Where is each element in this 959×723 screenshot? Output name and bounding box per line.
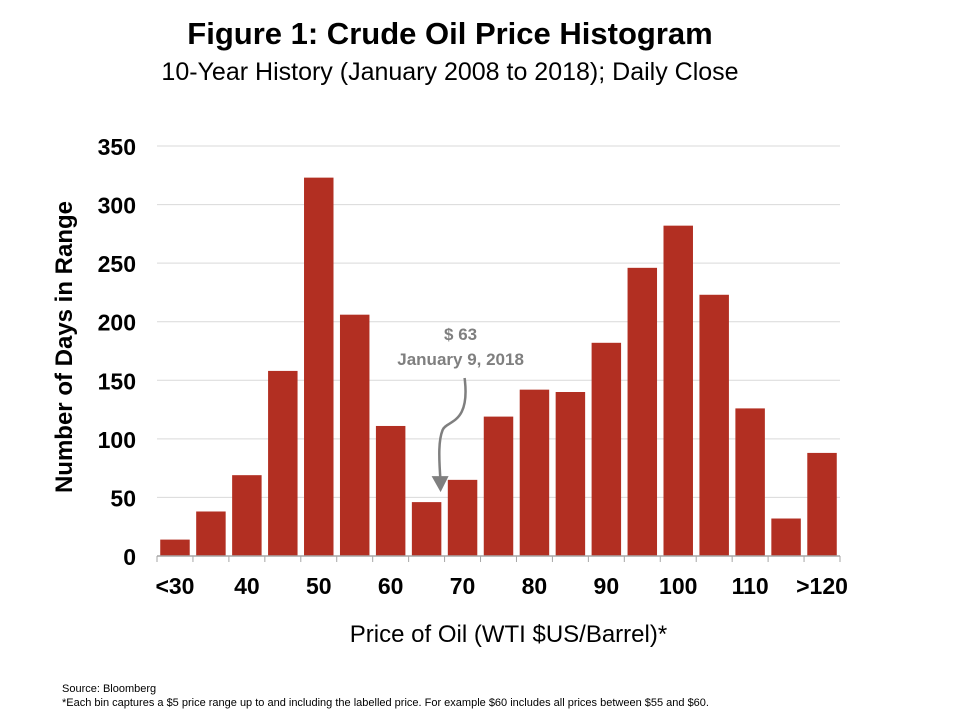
x-axis-label: Price of Oil (WTI $US/Barrel)* <box>350 621 667 648</box>
histogram-bar <box>483 416 514 556</box>
y-tick-label: 250 <box>98 251 136 277</box>
histogram-bar <box>771 518 801 556</box>
source-note: Source: Bloomberg <box>62 683 157 695</box>
x-tick-label: <30 <box>155 573 194 599</box>
histogram-bar <box>411 502 442 556</box>
x-tick-label: 80 <box>522 573 548 599</box>
histogram-bar <box>447 479 478 556</box>
x-axis-ticks: <30 40 50 60 70 80 90 100 110 >120 <box>155 556 848 599</box>
y-axis-ticks: 0 50 100 150 200 250 300 350 <box>98 134 136 570</box>
annotation-price: $ 63 <box>444 325 477 344</box>
histogram-bar <box>160 539 190 556</box>
annotation-arrowhead <box>431 476 449 493</box>
x-tick-label: 60 <box>378 573 404 599</box>
histogram-bar <box>555 392 586 556</box>
y-axis-label: Number of Days in Range <box>51 201 78 493</box>
y-tick-label: 50 <box>110 485 136 511</box>
x-tick-label: 90 <box>594 573 620 599</box>
histogram-bar <box>519 389 550 556</box>
bin-footnote: *Each bin captures a $5 price range up t… <box>62 697 709 709</box>
histogram-bar <box>663 225 693 556</box>
histogram-bar <box>304 177 334 556</box>
x-tick-label: 70 <box>450 573 476 599</box>
x-tick-label: 100 <box>659 573 697 599</box>
histogram-bar <box>196 511 226 556</box>
histogram-bar <box>735 408 765 556</box>
price-annotation: $ 63 January 9, 2018 <box>397 325 524 493</box>
bars <box>160 177 837 556</box>
histogram-bar <box>268 370 298 556</box>
y-tick-label: 0 <box>123 544 136 570</box>
x-tick-label: >120 <box>796 573 848 599</box>
histogram-bar <box>627 267 658 556</box>
annotation-arrow <box>438 377 467 483</box>
y-tick-label: 100 <box>98 427 136 453</box>
x-tick-label: 110 <box>732 573 769 599</box>
histogram-bar <box>375 425 406 556</box>
x-tick-label: 50 <box>306 573 332 599</box>
histogram-bar <box>232 475 262 556</box>
annotation-date: January 9, 2018 <box>397 350 524 369</box>
y-tick-label: 350 <box>98 134 136 160</box>
histogram-bar <box>699 294 729 556</box>
histogram-bar <box>339 314 370 556</box>
y-tick-label: 150 <box>98 368 136 394</box>
y-tick-label: 200 <box>98 310 136 336</box>
chart-subtitle: 10-Year History (January 2008 to 2018); … <box>161 58 739 86</box>
x-tick-label: 40 <box>234 573 260 599</box>
histogram-bar <box>591 342 622 556</box>
y-tick-label: 300 <box>98 193 136 219</box>
histogram-bar <box>807 452 837 556</box>
chart-title: Figure 1: Crude Oil Price Histogram <box>187 16 713 51</box>
